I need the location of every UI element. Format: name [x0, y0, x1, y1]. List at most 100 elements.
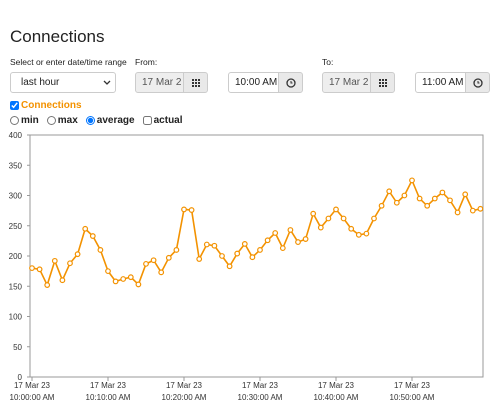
range-select[interactable]: last hour — [10, 72, 116, 93]
data-point — [59, 277, 66, 284]
data-point — [454, 209, 461, 216]
calendar-button[interactable] — [370, 72, 395, 93]
dropdown-arrow — [103, 80, 111, 85]
from-label: From: — [135, 57, 158, 67]
x-tick-label: 17 Mar 23 — [242, 381, 279, 390]
aggregate-option[interactable]: max — [46, 115, 78, 126]
clock-icon — [286, 78, 296, 88]
data-point — [196, 256, 203, 262]
data-point — [439, 189, 446, 196]
y-tick-label: 350 — [9, 161, 23, 170]
data-point — [249, 254, 256, 261]
y-tick-label: 250 — [9, 222, 23, 231]
clock-button[interactable] — [278, 72, 303, 93]
data-point — [120, 276, 127, 282]
data-point — [287, 227, 294, 233]
y-tick-label: 200 — [9, 252, 23, 261]
data-point — [234, 250, 241, 257]
data-point — [378, 202, 385, 209]
aggregate-input[interactable] — [85, 116, 95, 125]
aggregate-option[interactable]: average — [85, 115, 135, 126]
x-tick-label: 10:40:00 AM — [314, 393, 359, 402]
data-point — [97, 247, 104, 253]
data-point — [36, 266, 43, 273]
series-checkbox[interactable] — [10, 101, 19, 110]
data-point — [302, 236, 309, 242]
data-point — [67, 260, 73, 267]
data-point — [257, 247, 263, 253]
y-tick-label: 0 — [18, 373, 23, 382]
aggregate-option[interactable]: actual — [142, 115, 183, 126]
calendar-icon — [192, 79, 200, 87]
data-point — [105, 268, 111, 275]
aggregate-label: min — [21, 115, 39, 126]
clock-button[interactable] — [465, 72, 490, 93]
from-date[interactable]: 17 Mar 2 — [135, 72, 184, 93]
chart: 0 50 100 150 200 250 300 350 400 17 Mar 23 10:00:0… — [9, 131, 484, 402]
x-tick-label: 17 Mar 23 — [90, 381, 127, 390]
data-point — [203, 241, 210, 248]
data-point — [340, 215, 347, 222]
data-point — [264, 237, 271, 244]
data-point — [211, 242, 218, 249]
data-point — [29, 265, 35, 272]
data-point — [409, 177, 415, 184]
data-point — [143, 260, 149, 267]
aggregate-label: max — [57, 115, 78, 126]
aggregate-input[interactable] — [142, 116, 152, 125]
data-point — [74, 251, 81, 258]
data-point — [401, 192, 408, 199]
data-point — [333, 206, 339, 213]
data-point — [158, 269, 165, 276]
y-tick-label: 50 — [13, 343, 22, 352]
data-point — [173, 247, 180, 253]
data-point — [477, 205, 484, 212]
to-label: To: — [322, 57, 334, 67]
x-tick-label: 10:10:00 AM — [86, 393, 131, 402]
y-tick-label: 100 — [9, 313, 23, 322]
y-tick-label: 150 — [9, 282, 23, 291]
aggregate-input[interactable] — [10, 116, 19, 125]
series-toggle[interactable]: Connections — [10, 100, 82, 111]
data-point — [462, 191, 469, 198]
data-point — [219, 253, 225, 259]
aggregate-input[interactable] — [46, 116, 56, 125]
x-tick-label: 10:50:00 AM — [390, 393, 435, 402]
data-point — [348, 225, 355, 232]
data-point — [355, 231, 362, 238]
data-point — [310, 210, 317, 217]
y-tick-label: 400 — [9, 131, 23, 140]
data-point — [424, 202, 431, 209]
data-point — [447, 197, 453, 204]
x-tick-label: 10:00:00 AM — [10, 393, 55, 402]
data-point — [363, 230, 370, 237]
from-time[interactable]: 10:00 AM — [228, 72, 279, 93]
calendar-icon — [379, 79, 387, 87]
data-point — [431, 195, 438, 202]
calendar-button[interactable] — [183, 72, 208, 93]
data-point — [241, 240, 248, 247]
aggregate-option[interactable]: min — [10, 115, 39, 126]
range-value: last hour — [21, 77, 60, 88]
data-point — [89, 233, 96, 239]
to-date[interactable]: 17 Mar 2 — [322, 72, 371, 93]
aggregate-label: actual — [153, 115, 183, 126]
plot-area — [29, 134, 484, 378]
x-tick-label: 17 Mar 23 — [318, 381, 355, 390]
x-tick-label: 10:20:00 AM — [162, 393, 207, 402]
data-point — [416, 195, 423, 202]
clock-icon — [473, 78, 483, 88]
data-point — [272, 230, 279, 236]
data-point — [295, 239, 301, 245]
data-point — [279, 245, 286, 252]
data-point — [181, 206, 187, 213]
data-point — [386, 188, 393, 195]
x-tick-label: 17 Mar 23 — [166, 381, 203, 390]
data-point — [51, 257, 58, 264]
to-time[interactable]: 11:00 AM — [415, 72, 466, 93]
data-point — [150, 257, 157, 264]
data-point — [44, 282, 51, 288]
data-point — [469, 207, 476, 214]
